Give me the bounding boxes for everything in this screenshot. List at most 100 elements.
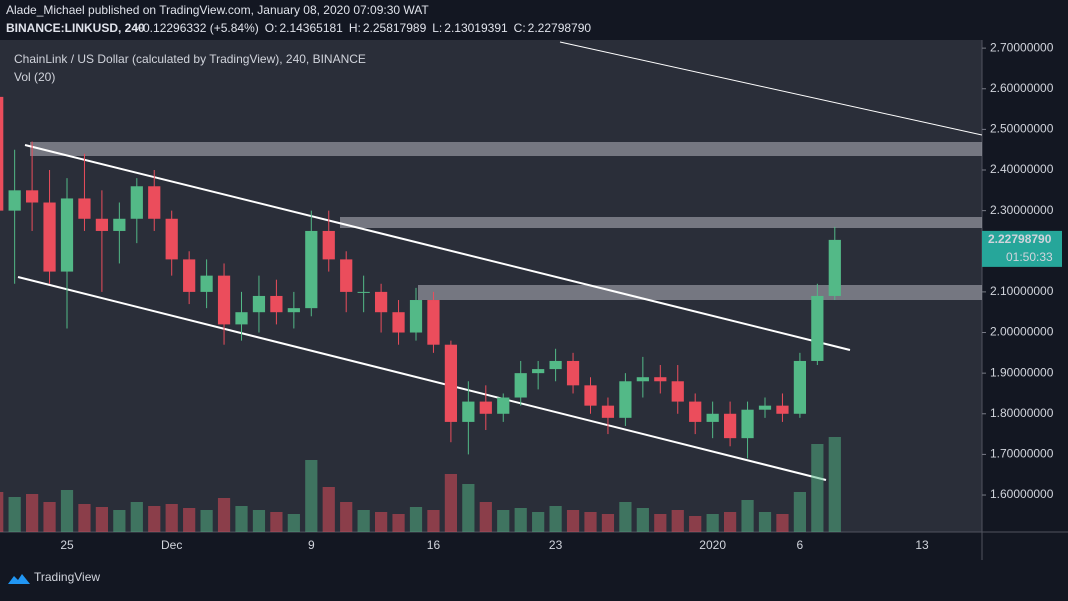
last-price-label: 2.22798790 [988, 232, 1052, 246]
ohlc-row: +0.12296332 (+5.84%) O: 2.14365181 H: 2.2581… [136, 21, 591, 35]
candle-body [427, 300, 440, 345]
candle-body [374, 291, 388, 313]
support-zone [418, 285, 982, 300]
volume-bar [252, 510, 266, 532]
volume-bar [427, 510, 440, 532]
volume-bar [462, 484, 475, 532]
x-tick-label: 2020 [699, 538, 726, 552]
ohlc-value: 2.22798790 [528, 21, 592, 35]
logo: TradingView [8, 570, 100, 584]
trend-line [559, 41, 982, 136]
candle-body [270, 295, 283, 313]
volume-bar [741, 500, 754, 532]
volume-bar [636, 508, 649, 532]
volume-bar [305, 460, 318, 532]
volume-bar [200, 510, 213, 532]
candle-body [689, 401, 702, 422]
candle-body [462, 401, 475, 422]
volume-bar [514, 508, 527, 532]
y-tick-label: 2.50000000 [990, 122, 1054, 136]
candle-body [619, 381, 632, 418]
candle-body [409, 300, 423, 333]
change: +0.12296332 (+5.84%) [136, 21, 259, 35]
candle-body [113, 218, 126, 231]
channel-line [17, 276, 827, 481]
candle-body [165, 218, 178, 260]
candle-body [95, 218, 109, 231]
y-tick-label: 2.70000000 [990, 40, 1054, 54]
brand: TradingView [34, 570, 100, 584]
volume-bar [217, 498, 231, 532]
volume-bar [706, 514, 719, 532]
ohlc-key: O: [265, 21, 278, 35]
candle-body [305, 230, 318, 309]
volume-bar [357, 510, 370, 532]
volume-bar [776, 514, 789, 532]
candle-body [60, 198, 74, 272]
y-tick-label: 1.70000000 [990, 447, 1054, 461]
candle-body [78, 198, 91, 219]
candle-body [549, 360, 562, 370]
candle-body [235, 312, 248, 325]
volume-bar [8, 497, 21, 532]
drawings [17, 41, 982, 481]
candle-body [8, 190, 21, 211]
y-tick-label: 1.80000000 [990, 406, 1054, 420]
candle-body [566, 360, 580, 386]
publisher: Alade_Michael published on TradingView.c… [6, 3, 429, 17]
volume-bar [0, 492, 4, 532]
candle-body [217, 275, 231, 325]
last-price-box [982, 230, 1062, 267]
volume-bar [270, 512, 283, 532]
volume-bar [95, 507, 109, 532]
candle-body [43, 202, 56, 272]
channel-line [24, 144, 851, 351]
candle-body [479, 401, 492, 414]
candle-body [532, 369, 545, 374]
volume-bar [60, 490, 74, 532]
volume-bar [340, 502, 353, 532]
volume-bar [532, 512, 545, 532]
candle-body [322, 230, 335, 260]
logo-icon [8, 574, 30, 584]
candle-body [741, 409, 754, 439]
volume-bar [654, 514, 667, 532]
x-tick-label: Dec [161, 538, 182, 552]
volume-bar [130, 502, 143, 532]
y-tick-label: 1.60000000 [990, 487, 1054, 501]
ohlc-key: L: [432, 21, 442, 35]
candle-body [811, 295, 824, 361]
candle-body [340, 259, 353, 292]
x-tick-label: 13 [915, 538, 929, 552]
volume-bar [235, 506, 248, 532]
volume-bar [43, 502, 56, 532]
y-tick-label: 2.10000000 [990, 284, 1054, 298]
ohlc-value: 2.13019391 [444, 21, 508, 35]
series [0, 96, 841, 532]
candle-body [200, 275, 213, 292]
candle-body [252, 295, 266, 313]
candle-body [776, 405, 789, 414]
volume-bar [183, 508, 196, 532]
volume-bar [689, 516, 702, 532]
volume-bar [549, 506, 562, 532]
y-tick-label: 1.90000000 [990, 365, 1054, 379]
volume-bar [619, 502, 632, 532]
x-tick-label: 6 [797, 538, 804, 552]
candle-body [706, 413, 719, 422]
candle-body [444, 344, 458, 422]
candle-body [130, 186, 143, 219]
volume-bar [392, 514, 405, 532]
candle-body [584, 385, 597, 406]
candle-body [758, 405, 772, 410]
ohlc-value: 2.25817989 [363, 21, 427, 35]
candle-body [392, 312, 405, 333]
candle-body [514, 373, 527, 398]
volume-bar [793, 492, 807, 532]
chart-title: ChainLink / US Dollar (calculated by Tra… [14, 52, 366, 66]
resistance-zone [340, 217, 982, 228]
volume-bar [148, 506, 161, 532]
ohlc-key: H: [349, 21, 361, 35]
